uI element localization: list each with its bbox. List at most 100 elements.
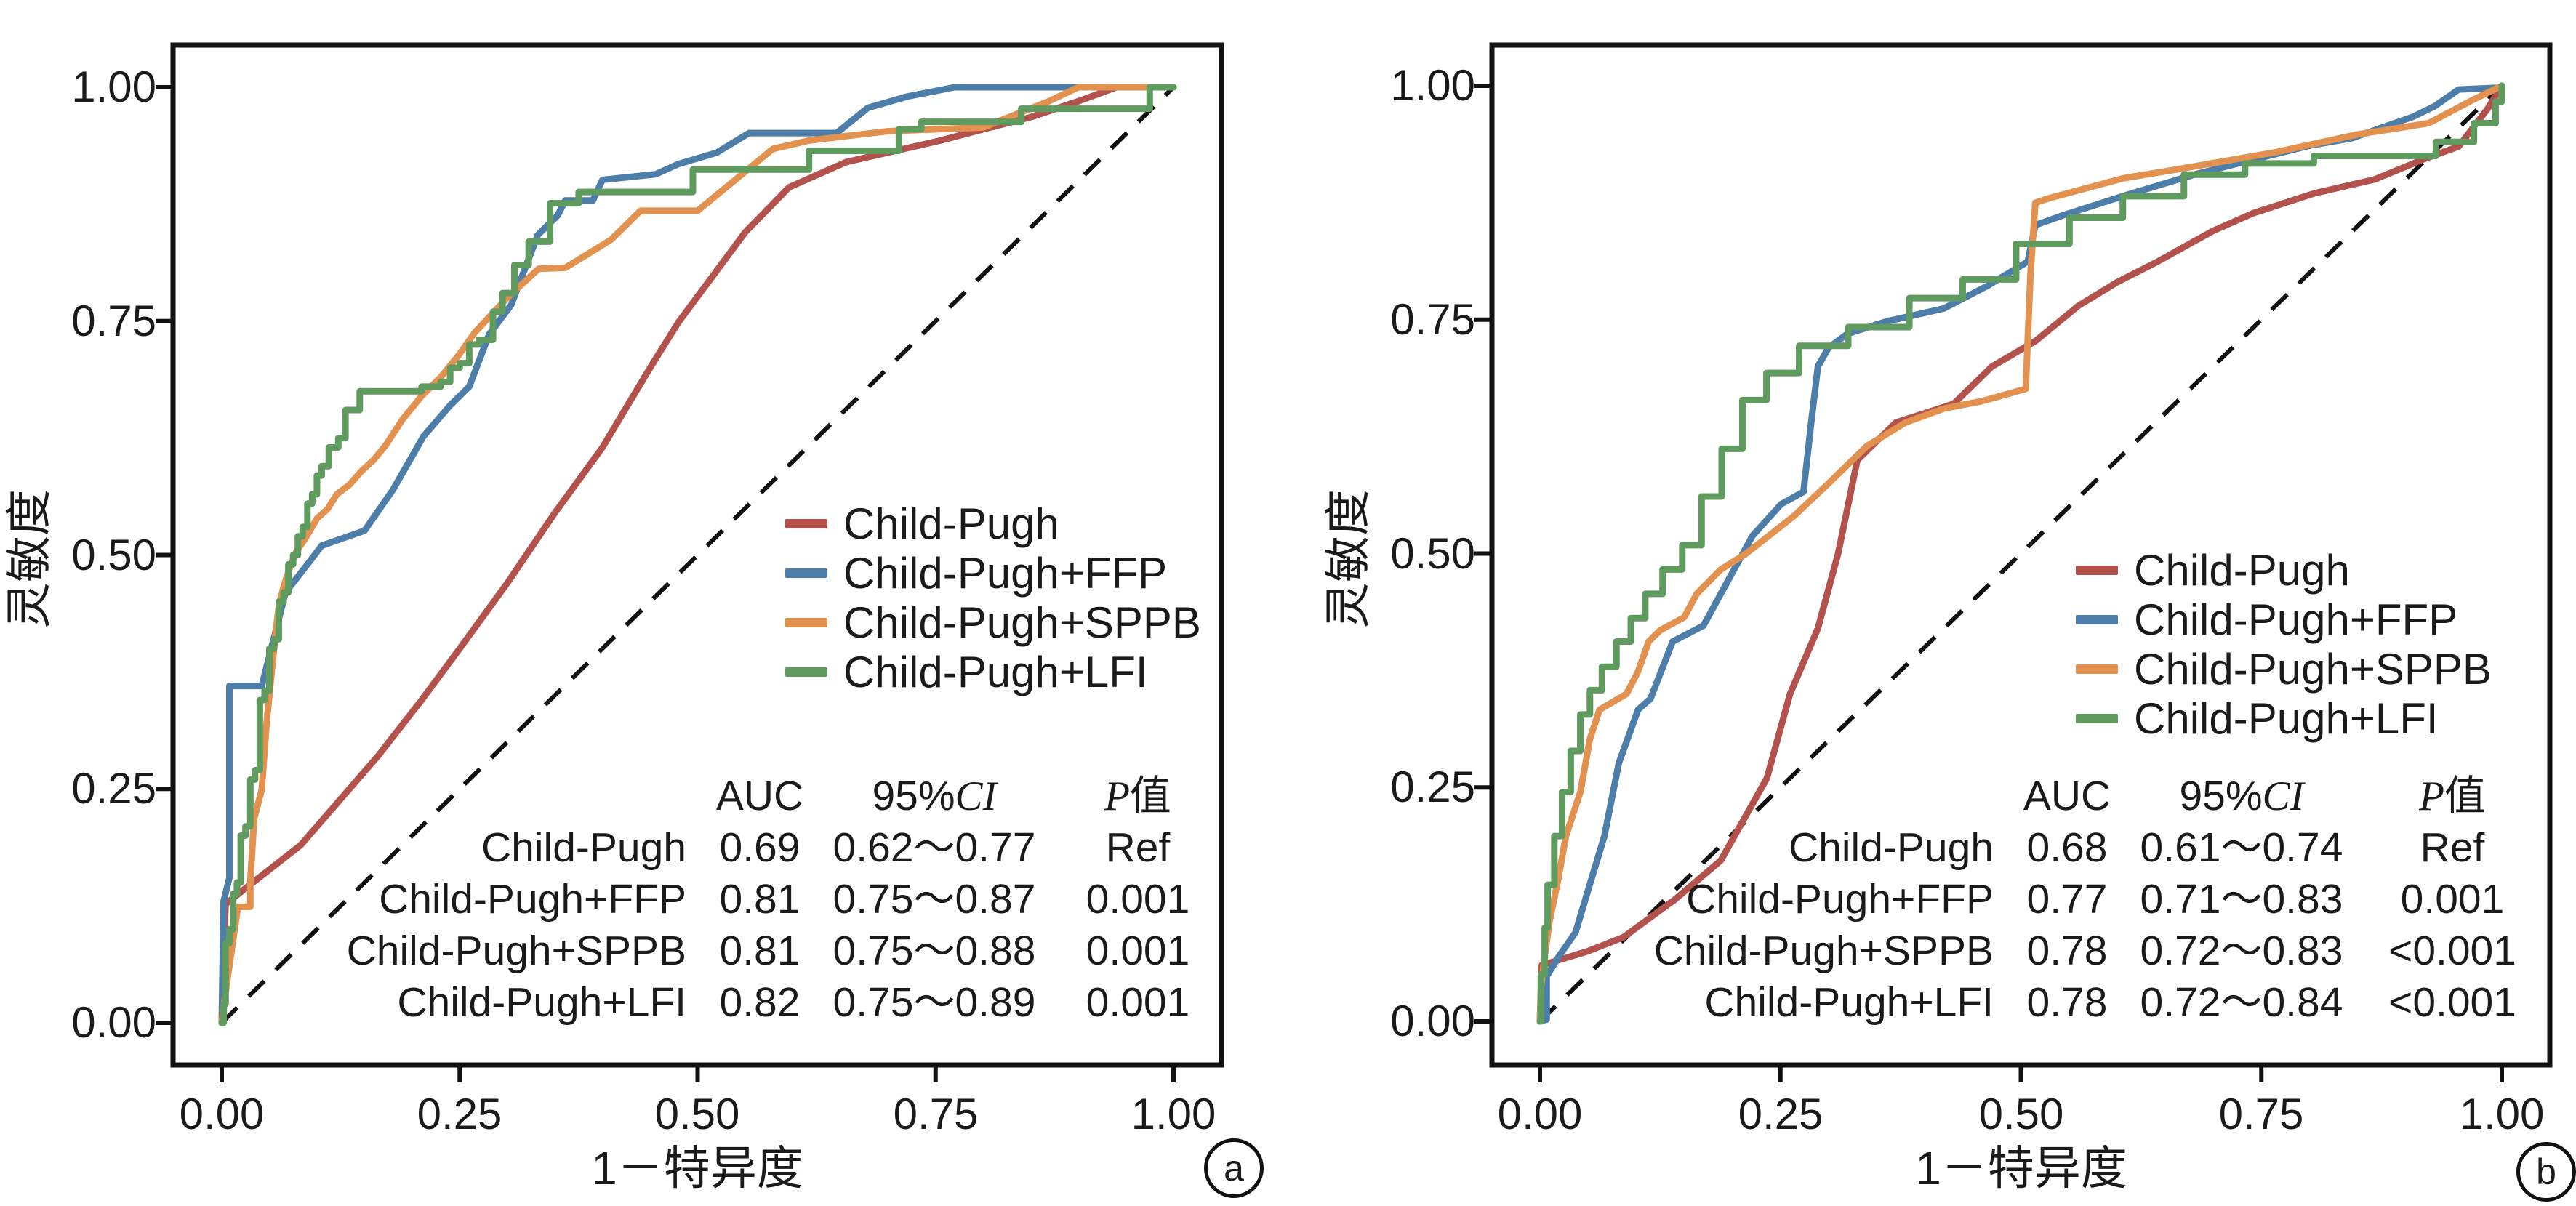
x-tick-label: 0.75	[2218, 1090, 2304, 1138]
legend-item: Child-Pugh+LFI	[785, 647, 1201, 696]
line-swatch-child-pugh-lfi	[2076, 713, 2118, 723]
table-header-cell	[347, 771, 705, 822]
y-tick-label: 0.00	[1390, 997, 1475, 1045]
y-axis-title: 灵敏度	[3, 489, 55, 629]
p-suffix: 值	[2444, 773, 2486, 819]
x-tick-label: 1.00	[2459, 1090, 2545, 1138]
p-italic: P	[2419, 773, 2444, 819]
table-cell-ci: 0.61～0.74	[2140, 824, 2343, 871]
legend-item: Child-Pugh+SPPB	[2076, 644, 2492, 694]
legend-label: Child-Pugh+FFP	[843, 548, 1168, 598]
table-cell-auc: 0.78	[2026, 979, 2108, 1026]
x-tick-label: 0.75	[893, 1090, 979, 1138]
table-row-label: Child-Pugh	[481, 824, 686, 871]
table-header-p: P值	[1054, 771, 1221, 822]
table-header-ci: 95%CI	[814, 771, 1054, 822]
ci-prefix: 95%	[2179, 773, 2263, 819]
y-tick-label: 0.75	[1390, 295, 1475, 344]
table-cell-ci: 0.75～0.88	[832, 928, 1036, 974]
line-swatch-child-pugh	[2076, 565, 2118, 575]
table-cell-ci: 0.71～0.83	[2140, 876, 2343, 922]
table-cell-ci: 0.72～0.83	[2140, 928, 2343, 974]
x-axis-title: 1－特异度	[1915, 1142, 2127, 1194]
line-swatch-child-pugh-ffp	[2076, 614, 2118, 624]
p-suffix: 值	[1129, 773, 1171, 819]
table-cell-p: 0.001	[1086, 876, 1190, 922]
table-cell-p: <0.001	[2388, 928, 2516, 974]
x-tick-label: 0.25	[417, 1090, 502, 1138]
legend-item: Child-Pugh+LFI	[2076, 694, 2492, 743]
x-tick-label: 1.00	[1131, 1090, 1216, 1138]
legend-item: Child-Pugh+SPPB	[785, 598, 1201, 647]
table-header-ci: 95%CI	[2122, 771, 2362, 822]
x-tick-label: 0.50	[1978, 1090, 2064, 1138]
table-cell-auc: 0.82	[719, 979, 801, 1026]
table-row-label: Child-Pugh+LFI	[1704, 979, 1994, 1026]
x-tick-label: 0.00	[1497, 1090, 1583, 1138]
table-header-auc: AUC	[2023, 773, 2111, 819]
legend-item: Child-Pugh	[785, 499, 1201, 548]
table-cell-ci: 0.62～0.77	[832, 824, 1036, 871]
x-tick-label: 0.00	[179, 1090, 265, 1138]
table-cell-auc: 0.81	[719, 876, 801, 922]
table-cell-p: Ref	[2420, 824, 2485, 871]
legend-label: Child-Pugh+LFI	[843, 647, 1148, 696]
p-italic: P	[1104, 773, 1130, 819]
y-tick-label: 1.00	[71, 63, 156, 111]
table-row-label: Child-Pugh+FFP	[1686, 876, 1994, 922]
table-row-label: Child-Pugh+LFI	[397, 979, 686, 1026]
legend: Child-Pugh Child-Pugh+FFP Child-Pugh+SPP…	[785, 499, 1201, 696]
table-cell-auc: 0.78	[2026, 928, 2108, 974]
x-tick-label: 0.25	[1738, 1090, 1823, 1138]
legend-label: Child-Pugh+SPPB	[843, 598, 1201, 647]
panel-label-b: b	[2516, 1142, 2576, 1202]
y-tick-label: 0.75	[71, 297, 156, 345]
table-header-cell	[1654, 771, 2013, 822]
table-cell-p: 0.001	[1086, 928, 1190, 974]
table-cell-ci: 0.75～0.89	[832, 979, 1036, 1026]
y-tick-label: 0.25	[71, 764, 156, 813]
y-tick-label: 0.50	[71, 531, 156, 579]
table-cell-ci: 0.75～0.87	[832, 876, 1036, 922]
y-axis-title: 灵敏度	[1322, 489, 1374, 629]
ci-italic: CI	[2262, 773, 2304, 819]
line-swatch-child-pugh	[785, 518, 827, 528]
legend-item: Child-Pugh+FFP	[2076, 595, 2492, 644]
y-tick-label: 1.00	[1390, 61, 1475, 110]
table-cell-auc: 0.81	[719, 928, 801, 974]
line-swatch-child-pugh-sppb	[785, 617, 827, 627]
legend-label: Child-Pugh+SPPB	[2134, 644, 2492, 694]
legend-label: Child-Pugh	[2134, 545, 2350, 595]
table-header-p: P值	[2362, 771, 2543, 822]
table-row-label: Child-Pugh+SPPB	[346, 928, 686, 974]
table-cell-ci: 0.72～0.84	[2140, 979, 2343, 1026]
ci-italic: CI	[955, 773, 997, 819]
table-row-label: Child-Pugh+SPPB	[1653, 928, 1994, 974]
ci-prefix: 95%	[872, 773, 955, 819]
legend-item: Child-Pugh+FFP	[785, 548, 1201, 598]
x-axis-title: 1－特异度	[591, 1142, 803, 1194]
table-cell-auc: 0.69	[719, 824, 801, 871]
line-swatch-child-pugh-sppb	[2076, 664, 2118, 674]
panel-label-a: a	[1204, 1138, 1264, 1198]
y-tick-label: 0.50	[1390, 529, 1475, 578]
table-cell-p: Ref	[1105, 824, 1171, 871]
line-swatch-child-pugh-ffp	[785, 568, 827, 578]
y-tick-label: 0.25	[1390, 763, 1475, 811]
legend: Child-Pugh Child-Pugh+FFP Child-Pugh+SPP…	[2076, 545, 2492, 743]
table-cell-p: <0.001	[2388, 979, 2516, 1026]
legend-label: Child-Pugh+LFI	[2134, 694, 2439, 743]
y-tick-label: 0.00	[71, 998, 156, 1047]
legend-label: Child-Pugh	[843, 499, 1059, 548]
table-header-auc: AUC	[715, 773, 804, 819]
table-cell-p: 0.001	[2400, 876, 2505, 922]
table-cell-auc: 0.77	[2026, 876, 2108, 922]
legend-item: Child-Pugh	[2076, 545, 2492, 595]
x-tick-label: 0.50	[654, 1090, 740, 1138]
auc-table: AUC 95%CI P值 Child-Pugh 0.69 0.62～0.77 R…	[347, 771, 1221, 1029]
table-row-label: Child-Pugh+FFP	[379, 876, 686, 922]
table-cell-p: 0.001	[1086, 979, 1190, 1026]
auc-table: AUC 95%CI P值 Child-Pugh 0.68 0.61～0.74 R…	[1654, 771, 2543, 1029]
